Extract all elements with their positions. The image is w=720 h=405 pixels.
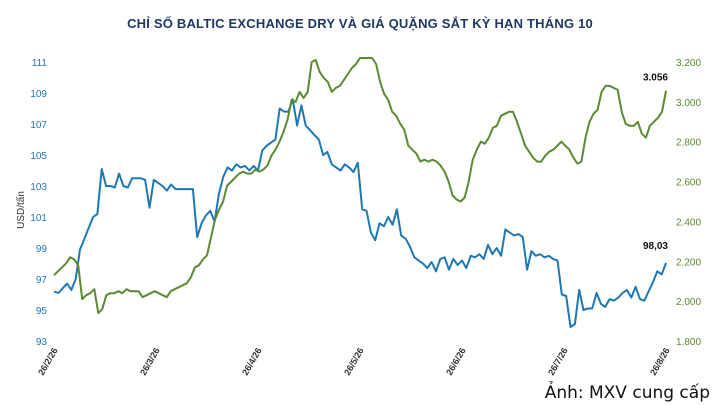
right-tick-label: 3.200 bbox=[676, 58, 701, 69]
right-axis-ticks: 1.800 2.000 2.200 2.400 2.600 2.800 3.000 3.200 bbox=[676, 58, 701, 348]
right-tick-label: 3.000 bbox=[676, 98, 701, 109]
x-tick-label: 26/2/26 bbox=[36, 346, 60, 377]
left-tick-label: 97 bbox=[36, 275, 48, 286]
end-labels: 98,03 3.056 bbox=[643, 73, 668, 252]
right-tick-label: 2.000 bbox=[676, 297, 701, 308]
series-end-label: 3.056 bbox=[643, 73, 668, 84]
right-tick-label: 2.800 bbox=[676, 138, 701, 149]
left-tick-label: 109 bbox=[30, 89, 47, 100]
left-tick-label: 111 bbox=[32, 58, 48, 69]
chart-title: CHỈ SỐ BALTIC EXCHANGE DRY VÀ GIÁ QUẶNG … bbox=[127, 16, 593, 31]
x-tick-label: 26/6/26 bbox=[444, 346, 468, 377]
left-tick-label: 107 bbox=[30, 120, 47, 131]
left-tick-label: 99 bbox=[36, 244, 48, 255]
right-tick-label: 1.800 bbox=[676, 337, 701, 348]
left-tick-label: 95 bbox=[36, 306, 48, 317]
y-axis-label: USD/tấn bbox=[15, 191, 27, 229]
photo-credit: Ảnh: MXV cung cấp bbox=[544, 383, 710, 403]
left-tick-label: 93 bbox=[36, 337, 48, 348]
right-tick-label: 2.400 bbox=[676, 217, 701, 228]
left-axis-ticks: 93 95 97 99 101 103 105 107 109 111 bbox=[30, 58, 47, 348]
right-tick-label: 2.600 bbox=[676, 178, 701, 189]
right-tick-label: 2.200 bbox=[676, 257, 701, 268]
x-axis-ticks: 26/2/26 26/3/26 26/4/26 26/5/26 26/6/26 26/7/… bbox=[36, 346, 672, 377]
x-tick-label: 26/3/26 bbox=[138, 346, 162, 377]
series-end-label: 98,03 bbox=[643, 241, 668, 252]
left-tick-label: 101 bbox=[30, 213, 47, 224]
baltic-index-series-line bbox=[53, 57, 667, 315]
left-tick-label: 103 bbox=[30, 182, 47, 193]
iron-ore-series-line bbox=[53, 98, 667, 328]
x-tick-label: 26/5/26 bbox=[342, 346, 366, 377]
x-tick-label: 26/4/26 bbox=[240, 346, 264, 377]
x-tick-label: 26/8/26 bbox=[648, 346, 672, 377]
x-tick-label: 26/7/26 bbox=[546, 346, 570, 377]
series-lines bbox=[53, 57, 667, 328]
left-tick-label: 105 bbox=[30, 151, 47, 162]
